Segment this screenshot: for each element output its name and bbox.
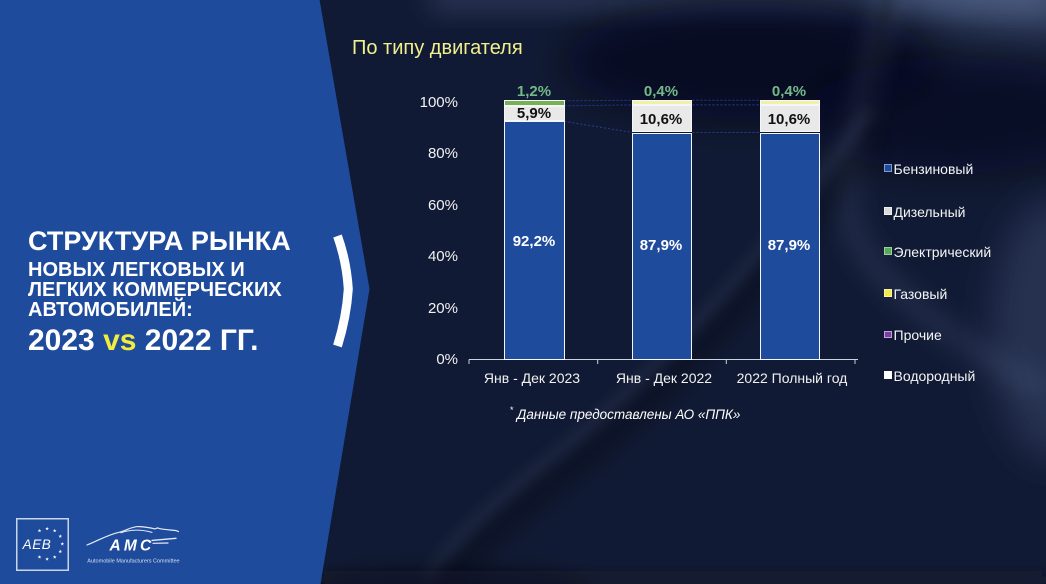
svg-text:AEB: AEB <box>22 536 52 551</box>
svg-text:AMC: AMC <box>109 538 155 555</box>
svg-text:Automobile Manufacturers Commi: Automobile Manufacturers Committee <box>87 559 179 565</box>
